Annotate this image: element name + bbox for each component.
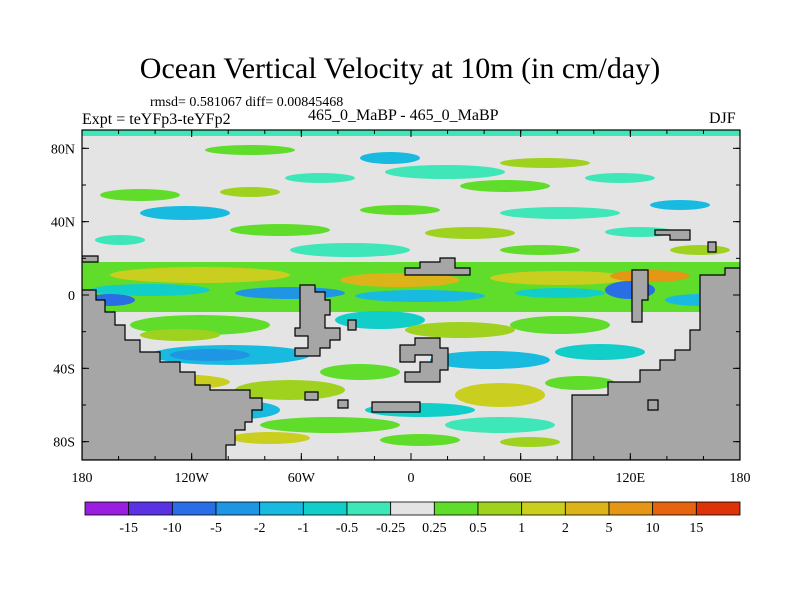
x-tick-label: 180 xyxy=(72,471,93,486)
x-axis-ticks: 180 120W 60W 0 60E 120E 180 xyxy=(72,130,751,486)
colorbar-swatch xyxy=(564,501,610,516)
colorbar-label: 10 xyxy=(646,521,660,536)
colorbar-label: 2 xyxy=(562,521,569,536)
land-nw-coast xyxy=(82,255,99,263)
colorbar-swatch xyxy=(259,501,304,516)
colorbar-label: -1 xyxy=(297,521,309,536)
colorbar-swatch xyxy=(346,501,392,516)
colorbar-label: 15 xyxy=(689,521,703,536)
colorbar-swatch xyxy=(608,501,654,516)
colorbar-label: 5 xyxy=(606,521,613,536)
colorbar-swatch xyxy=(171,501,217,516)
y-axis-ticks: 80N 40N 0 40S 80S xyxy=(51,142,740,451)
colorbar-label: -0.25 xyxy=(376,521,405,536)
land-eastern-continent xyxy=(571,267,740,460)
colorbar-label: -10 xyxy=(163,521,182,536)
land-northern-strip xyxy=(404,257,471,276)
stats-label: rmsd= 0.581067 diff= 0.00845468 xyxy=(150,95,344,110)
colorbar-swatch xyxy=(128,501,173,516)
experiment-label: Expt = teYFp3-teYFp2 xyxy=(82,111,231,128)
colorbar-label: -5 xyxy=(210,521,222,536)
colorbar-label: -15 xyxy=(119,521,138,536)
land-ne-island xyxy=(654,229,691,241)
colorbar-swatch xyxy=(302,501,348,516)
land-island-a xyxy=(347,319,357,331)
season-label: DJF xyxy=(709,110,736,127)
y-tick-label: 40S xyxy=(53,362,75,377)
x-tick-label: 180 xyxy=(730,471,751,486)
chart-title: Ocean Vertical Velocity at 10m (in cm/da… xyxy=(139,52,661,85)
land-mid-east-peninsula xyxy=(631,269,649,323)
y-tick-label: 80S xyxy=(53,436,75,451)
colorbar-swatch xyxy=(695,501,741,516)
x-tick-label: 60E xyxy=(509,471,532,486)
colorbar-swatch xyxy=(215,501,261,516)
land-masses xyxy=(82,229,740,460)
y-tick-label: 40N xyxy=(51,216,75,231)
land-western-continent xyxy=(82,289,263,460)
x-tick-label: 60W xyxy=(288,471,316,486)
x-tick-label: 120E xyxy=(616,471,646,486)
y-tick-label: 80N xyxy=(51,142,75,157)
y-tick-label: 0 xyxy=(68,289,75,304)
colorbar: -15 -10 -5 -2 -1 -0.5 -0.25 0.25 0.5 1 2 5 10 15 xyxy=(84,501,741,536)
colorbar-swatch xyxy=(84,501,130,516)
colorbar-label: 0.5 xyxy=(469,521,487,536)
x-tick-label: 120W xyxy=(175,471,210,486)
colorbar-label: -2 xyxy=(254,521,266,536)
land-central-peninsula xyxy=(294,284,341,357)
land-ring-island xyxy=(399,337,449,383)
x-tick-label: 0 xyxy=(408,471,415,486)
land-ne-coast xyxy=(707,241,717,253)
land-small-islands xyxy=(304,391,349,409)
colorbar-swatch xyxy=(433,501,479,516)
colorbar-label: 1 xyxy=(518,521,525,536)
colorbar-swatch xyxy=(390,501,435,516)
colorbar-swatch xyxy=(477,501,523,516)
land-south-bar xyxy=(371,401,421,413)
land-eastern-coast xyxy=(647,399,659,411)
colorbar-swatch xyxy=(521,501,566,516)
colorbar-label: -0.5 xyxy=(336,521,358,536)
colorbar-label: 0.25 xyxy=(422,521,447,536)
case-label: 465_0_MaBP - 465_0_MaBP xyxy=(308,107,499,124)
colorbar-swatch xyxy=(652,501,697,516)
